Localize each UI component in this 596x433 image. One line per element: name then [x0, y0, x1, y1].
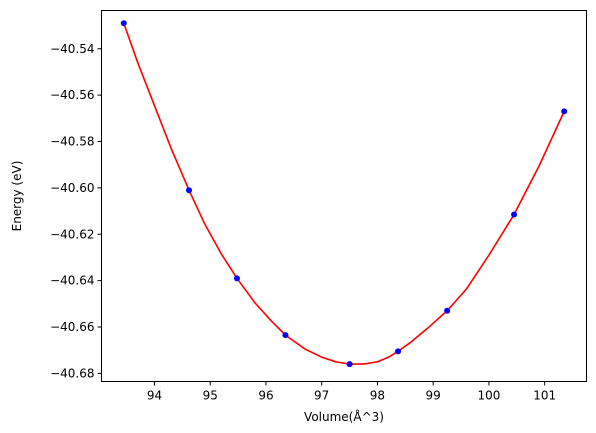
fit-curve: [123, 22, 565, 365]
x-tick-label: 96: [258, 389, 273, 403]
axes-frame: [101, 10, 587, 382]
data-point: [511, 211, 518, 218]
data-point: [561, 108, 568, 115]
y-tick-label: −40.62: [50, 227, 94, 241]
y-tick-label: −40.66: [50, 320, 94, 334]
x-tick-label: 101: [533, 389, 556, 403]
y-tick-label: −40.60: [50, 181, 94, 195]
x-tick-label: 98: [370, 389, 385, 403]
x-tick-label: 99: [426, 389, 441, 403]
plot-area: [120, 20, 568, 368]
axis-ticks: 94 95 96 97 98 99 100 101 −40.54 −40.56 −40.58 −40.…: [50, 42, 556, 403]
data-point: [444, 307, 451, 314]
y-tick-label: −40.54: [50, 42, 94, 56]
x-tick-label: 97: [314, 389, 329, 403]
data-point: [233, 275, 240, 282]
x-tick-label: 94: [147, 389, 162, 403]
y-tick-label: −40.64: [50, 274, 94, 288]
data-point: [346, 361, 353, 368]
x-axis-label: Volume(Å^3): [304, 409, 384, 424]
data-point: [282, 332, 289, 339]
data-point: [120, 20, 127, 27]
y-tick-label: −40.58: [50, 135, 94, 149]
y-tick-label: −40.56: [50, 88, 94, 102]
data-point: [186, 187, 193, 194]
y-axis-label: Energy (eV): [10, 161, 24, 232]
x-tick-label: 95: [203, 389, 218, 403]
data-point: [395, 348, 402, 355]
x-tick-label: 100: [477, 389, 500, 403]
y-tick-label: −40.68: [50, 366, 94, 380]
